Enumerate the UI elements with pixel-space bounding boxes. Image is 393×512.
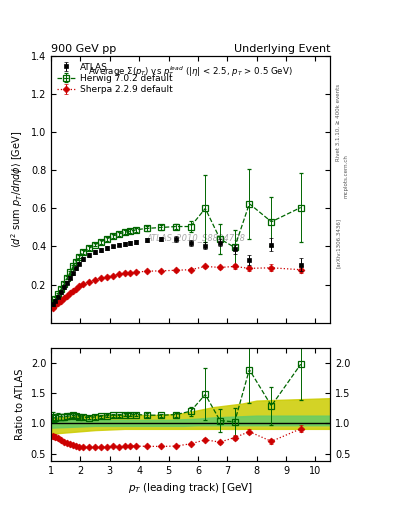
Y-axis label: Ratio to ATLAS: Ratio to ATLAS [15, 369, 25, 440]
Text: ATLAS_2010_S8894728: ATLAS_2010_S8894728 [147, 233, 246, 242]
Text: Rivet 3.1.10, ≥ 400k events: Rivet 3.1.10, ≥ 400k events [336, 84, 341, 161]
Text: 900 GeV pp: 900 GeV pp [51, 44, 116, 54]
Legend: ATLAS, Herwig 7.0.2 default, Sherpa 2.2.9 default: ATLAS, Herwig 7.0.2 default, Sherpa 2.2.… [55, 61, 174, 96]
Text: mcplots.cern.ch: mcplots.cern.ch [344, 154, 349, 198]
Text: [arXiv:1306.3436]: [arXiv:1306.3436] [336, 218, 341, 268]
X-axis label: $p_T$ (leading track) [GeV]: $p_T$ (leading track) [GeV] [128, 481, 253, 495]
Text: Underlying Event: Underlying Event [233, 44, 330, 54]
Text: Average $\Sigma(p_T)$ vs $p_T^{lead}$ ($|\eta|$ < 2.5, $p_T$ > 0.5 GeV): Average $\Sigma(p_T)$ vs $p_T^{lead}$ ($… [88, 65, 293, 79]
Y-axis label: $\langle d^2$ sum $p_T/d\eta d\phi\rangle$ [GeV]: $\langle d^2$ sum $p_T/d\eta d\phi\rangl… [9, 131, 25, 248]
